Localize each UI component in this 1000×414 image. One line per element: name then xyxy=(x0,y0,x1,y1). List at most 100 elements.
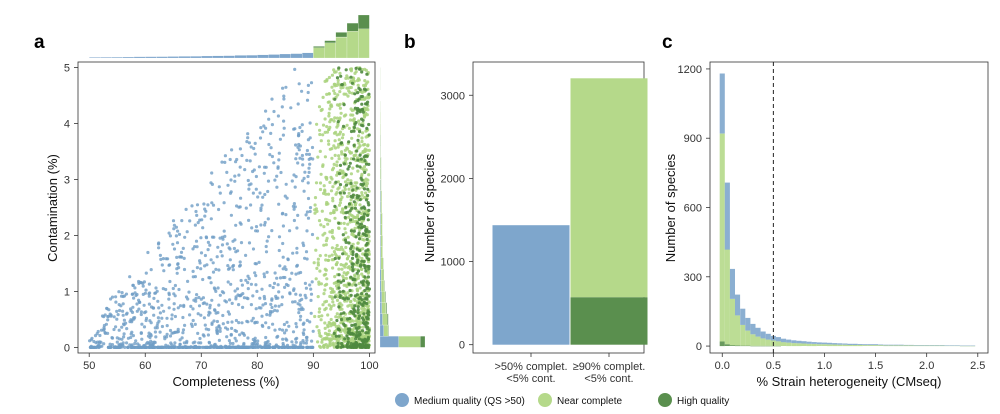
x-tick-label: <5% cont. xyxy=(584,373,633,385)
scatter-point xyxy=(121,313,125,317)
scatter-point xyxy=(237,173,241,177)
scatter-point xyxy=(319,172,323,176)
scatter-point xyxy=(323,155,327,159)
scatter-point xyxy=(365,241,369,245)
histogram-bar-medium xyxy=(893,344,899,346)
scatter-point xyxy=(286,257,290,261)
marginal-bar xyxy=(290,53,303,59)
scatter-point xyxy=(215,331,219,336)
scatter-point xyxy=(262,294,266,299)
scatter-point xyxy=(304,335,309,340)
histogram-bar-medium xyxy=(970,345,976,347)
scatter-point xyxy=(281,86,285,90)
scatter-point xyxy=(209,217,213,221)
scatter-point xyxy=(341,252,345,256)
scatter-point xyxy=(349,229,353,233)
scatter-point xyxy=(142,303,146,307)
scatter-point xyxy=(246,132,250,136)
x-tick-label: 1.5 xyxy=(868,360,883,372)
histogram-bar-near xyxy=(786,342,792,347)
scatter-point xyxy=(259,223,263,227)
scatter-point xyxy=(239,241,244,245)
scatter-point xyxy=(176,229,180,233)
scatter-point xyxy=(338,90,342,94)
scatter-point xyxy=(299,345,303,349)
marginal-bar xyxy=(380,235,383,247)
scatter-point xyxy=(356,311,360,315)
scatter-point xyxy=(220,243,225,247)
scatter-point xyxy=(293,300,297,304)
marginal-bar xyxy=(89,57,101,59)
scatter-point xyxy=(253,271,257,275)
scatter-point xyxy=(158,330,162,334)
histogram-bar-near xyxy=(750,334,756,346)
marginal-bar xyxy=(384,291,386,303)
scatter-point xyxy=(164,287,168,292)
scatter-point xyxy=(345,74,349,78)
scatter-point xyxy=(319,223,323,227)
scatter-point xyxy=(335,295,340,299)
scatter-point xyxy=(277,304,281,308)
scatter-point xyxy=(345,296,349,300)
scatter-point xyxy=(353,203,357,207)
histogram-bar-medium xyxy=(786,339,792,343)
scatter-point xyxy=(281,211,285,215)
scatter-point xyxy=(294,272,298,276)
scatter-point xyxy=(333,204,337,208)
marginal-bar xyxy=(379,324,384,337)
marginal-bar xyxy=(190,56,202,59)
scatter-point xyxy=(351,319,355,323)
scatter-point xyxy=(363,159,367,163)
scatter-point xyxy=(218,293,222,297)
scatter-point xyxy=(327,320,331,325)
scatter-point xyxy=(356,138,360,142)
marginal-bar xyxy=(385,302,387,314)
scatter-point xyxy=(303,256,307,260)
scatter-point xyxy=(326,202,330,206)
histogram-bar-medium xyxy=(832,343,838,345)
marginal-bar xyxy=(379,257,381,270)
histogram-bar-near xyxy=(827,344,833,347)
scatter-point xyxy=(336,81,340,85)
scatter-point xyxy=(358,248,362,253)
scatter-point xyxy=(194,296,198,301)
scatter-point xyxy=(201,277,205,282)
scatter-point xyxy=(282,322,286,327)
scatter-point xyxy=(359,263,363,267)
scatter-point xyxy=(349,113,353,117)
scatter-point xyxy=(237,321,241,325)
scatter-point xyxy=(246,320,250,324)
y-tick-label: 3 xyxy=(64,175,70,187)
scatter-point xyxy=(364,269,368,273)
scatter-point xyxy=(353,215,357,219)
scatter-point xyxy=(322,243,326,247)
scatter-point xyxy=(297,271,301,275)
scatter-point xyxy=(233,174,237,178)
scatter-point xyxy=(339,210,343,214)
scatter-point xyxy=(301,179,305,183)
scatter-point xyxy=(350,244,354,248)
scatter-point xyxy=(247,218,251,222)
scatter-point xyxy=(123,345,127,349)
scatter-point xyxy=(199,341,203,345)
scatter-point xyxy=(349,107,353,111)
scatter-point xyxy=(350,206,354,210)
scatter-point xyxy=(280,303,284,307)
scatter-point xyxy=(327,254,331,258)
scatter-point xyxy=(349,181,353,185)
right-marginal-histogram xyxy=(379,67,426,348)
histogram-bar-near xyxy=(791,343,797,347)
scatter-point xyxy=(338,71,342,75)
scatter-point xyxy=(182,267,187,272)
scatter-point xyxy=(327,111,331,115)
scatter-point xyxy=(332,331,336,335)
y-axis-title: Number of species xyxy=(663,153,678,262)
scatter-point xyxy=(328,125,332,129)
scatter-point xyxy=(259,206,263,210)
scatter-point xyxy=(349,75,353,79)
scatter-point xyxy=(246,136,250,140)
scatter-point xyxy=(293,67,297,71)
scatter-point xyxy=(341,233,345,237)
scatter-point xyxy=(268,153,272,157)
scatter-point xyxy=(355,330,359,334)
